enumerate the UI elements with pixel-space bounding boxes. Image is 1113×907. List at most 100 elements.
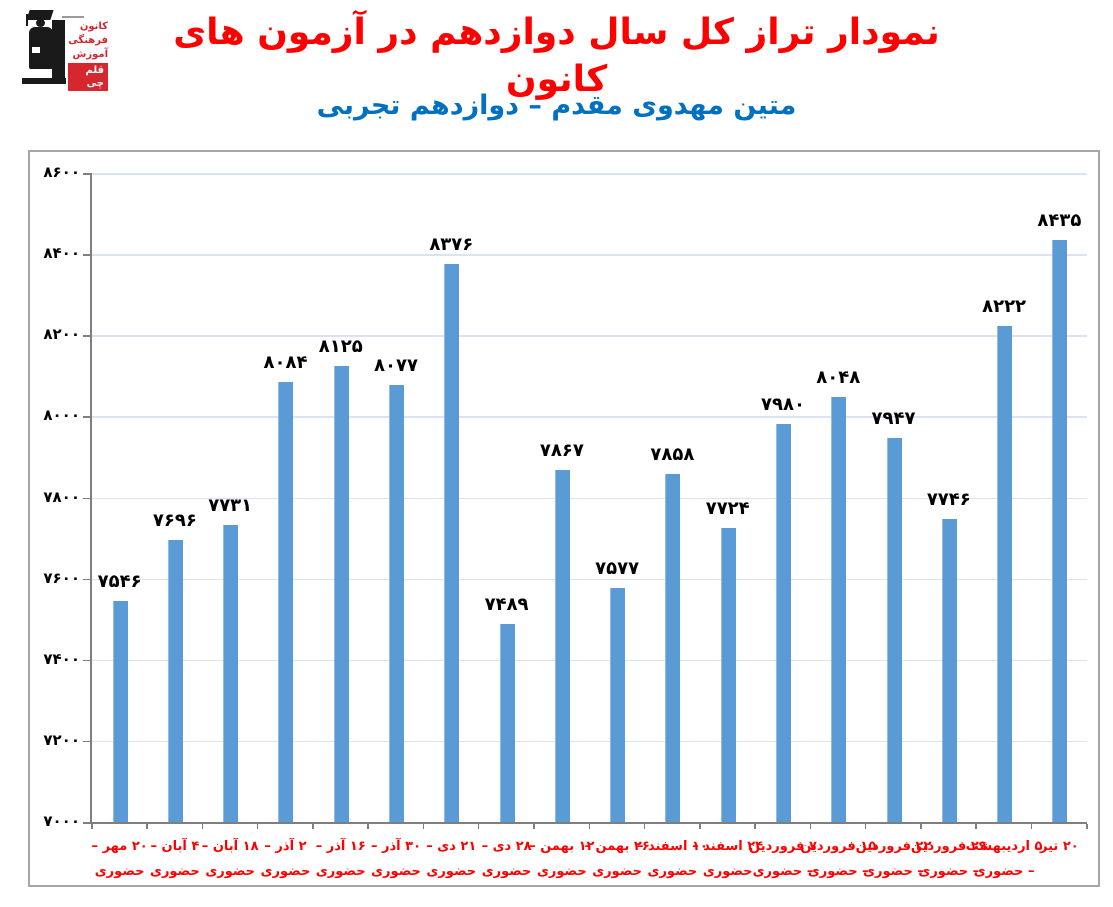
x-axis-tick bbox=[754, 824, 756, 829]
y-axis-tick bbox=[83, 173, 92, 175]
y-axis-tick bbox=[83, 254, 92, 256]
x-axis-tick bbox=[588, 824, 590, 829]
chart-frame: ۸۶۰۰ ۸۴۰۰ ۸۲۰۰ ۸۰۰۰ ۷۸۰۰ ۷۶۰۰ ۷۴۰۰ ۷۲۰۰ ۷۰۰۰ ۷۵۴۶… bbox=[28, 150, 1100, 887]
bar-value-label: ۸۲۲۲ bbox=[982, 296, 1027, 318]
x-axis-tick bbox=[864, 824, 867, 829]
y-axis-label: ۷۸۰۰ bbox=[43, 487, 80, 506]
category-label: ۲۰ تیر bbox=[1040, 839, 1079, 854]
category-label: ۱۰ اسفند – حضوری bbox=[636, 839, 708, 879]
category-label: ۲۸ دی – حضوری bbox=[481, 839, 532, 879]
bar-value-label: ۷۸۵۸ bbox=[650, 443, 695, 465]
y-axis-label: ۸۴۰۰ bbox=[43, 244, 80, 263]
y-axis-label: ۷۶۰۰ bbox=[43, 568, 80, 587]
bar-value-label: ۷۴۸۹ bbox=[484, 593, 529, 615]
bar-value-label: ۷۵۴۶ bbox=[97, 570, 142, 592]
bar-value-label: ۸۰۸۴ bbox=[263, 352, 308, 374]
y-axis-tick bbox=[83, 335, 92, 337]
gridline bbox=[92, 173, 1087, 175]
bar bbox=[1052, 239, 1068, 822]
bar-value-label: ۸۳۷۶ bbox=[429, 233, 474, 255]
bar bbox=[720, 528, 736, 822]
x-axis-tick bbox=[975, 824, 977, 829]
bar bbox=[223, 525, 239, 822]
bar-value-label: ۷۷۲۴ bbox=[705, 498, 750, 520]
category-label: ۲۱ دی – حضوری bbox=[426, 839, 477, 879]
y-axis-label: ۸۶۰۰ bbox=[43, 163, 80, 181]
bar bbox=[554, 470, 570, 822]
x-axis-tick bbox=[91, 824, 93, 829]
x-axis-tick bbox=[699, 824, 701, 829]
y-axis-tick bbox=[83, 822, 92, 824]
bar bbox=[444, 263, 460, 822]
x-axis-tick bbox=[643, 824, 646, 829]
gridline bbox=[92, 659, 1087, 662]
logo-decor-line bbox=[62, 16, 84, 18]
category-label: ۴ آبان – حضوری bbox=[150, 839, 200, 879]
bar-value-label: ۸۱۲۵ bbox=[318, 335, 363, 357]
bar bbox=[167, 539, 183, 822]
y-axis-label: ۸۲۰۰ bbox=[43, 325, 80, 344]
bar bbox=[831, 396, 847, 822]
y-axis-label: ۷۰۰۰ bbox=[43, 812, 80, 830]
x-axis-tick bbox=[422, 824, 425, 829]
logo-column bbox=[52, 20, 65, 84]
logo-base bbox=[22, 78, 66, 84]
tassel-icon bbox=[26, 14, 28, 26]
category-label: ۳۰ آذر – حضوری bbox=[370, 839, 422, 879]
bar-value-label: ۷۹۸۰ bbox=[760, 394, 805, 416]
bar-value-label: ۷۷۳۱ bbox=[208, 495, 253, 517]
category-label: ۲۰ مهر – حضوری bbox=[91, 839, 148, 879]
graduate-head bbox=[36, 19, 45, 27]
gridline bbox=[92, 578, 1087, 581]
bar bbox=[610, 587, 626, 822]
category-label: ۵ اردیبهشت – حضوری bbox=[965, 839, 1043, 879]
bar bbox=[886, 437, 902, 822]
y-axis-tick bbox=[83, 578, 92, 581]
y-axis-tick bbox=[83, 416, 92, 418]
logo-word-amoozesh: آموزش bbox=[72, 49, 108, 60]
gridline bbox=[92, 740, 1087, 743]
gridline bbox=[92, 254, 1087, 256]
y-axis-tick bbox=[83, 659, 92, 662]
x-axis-tick bbox=[201, 824, 204, 829]
category-label: ۱۲ بهمن – حضوری bbox=[529, 839, 595, 879]
x-axis-tick bbox=[1086, 824, 1088, 829]
x-axis-tick bbox=[312, 824, 314, 829]
chart-subtitle: متین مهدوی مقدم – دوازدهم تجربی bbox=[316, 90, 797, 121]
bar bbox=[278, 382, 294, 822]
x-axis-tick bbox=[367, 824, 369, 829]
bar bbox=[997, 326, 1013, 822]
category-label: ۱۸ آبان – حضوری bbox=[201, 839, 259, 879]
x-axis-tick bbox=[1030, 824, 1033, 829]
bar-value-label: ۷۵۷۷ bbox=[595, 557, 640, 579]
book-icon bbox=[31, 46, 41, 54]
bar-value-label: ۸۴۳۵ bbox=[1037, 209, 1082, 231]
bar bbox=[941, 519, 957, 822]
bar bbox=[665, 473, 681, 822]
category-label: ۲ آذر – حضوری bbox=[260, 839, 311, 879]
x-axis-tick bbox=[146, 824, 148, 829]
gridline bbox=[92, 335, 1087, 337]
y-axis-tick bbox=[83, 740, 92, 743]
kanoon-logo: کانون فرهنگی آموزش قلم چی bbox=[16, 6, 108, 91]
logo-text: کانون فرهنگی آموزش قلم چی bbox=[68, 20, 108, 91]
bar-value-label: ۷۸۶۷ bbox=[539, 440, 584, 462]
logo-word-kanoon: کانون bbox=[79, 21, 108, 32]
bar bbox=[775, 424, 791, 822]
gridline bbox=[92, 497, 1087, 499]
category-label: ۷ فروردین – حضوری bbox=[749, 839, 817, 879]
bar-value-label: ۸۰۷۷ bbox=[374, 355, 418, 377]
x-axis-tick bbox=[477, 824, 480, 829]
bar bbox=[333, 365, 349, 822]
graduate-icon bbox=[16, 6, 84, 86]
category-label: ۲۹ فروردین – حضوری bbox=[910, 839, 987, 879]
x-axis-tick bbox=[809, 824, 812, 829]
bar-value-label: ۷۶۹۶ bbox=[152, 509, 197, 531]
bar-value-label: ۸۰۴۸ bbox=[816, 366, 861, 388]
x-axis-tick bbox=[533, 824, 535, 829]
category-label: ۲۴ اسفند – حضوری bbox=[692, 839, 764, 879]
bar bbox=[499, 623, 515, 822]
gridline bbox=[92, 416, 1087, 418]
bar bbox=[112, 600, 128, 822]
y-axis-tick bbox=[83, 497, 92, 499]
